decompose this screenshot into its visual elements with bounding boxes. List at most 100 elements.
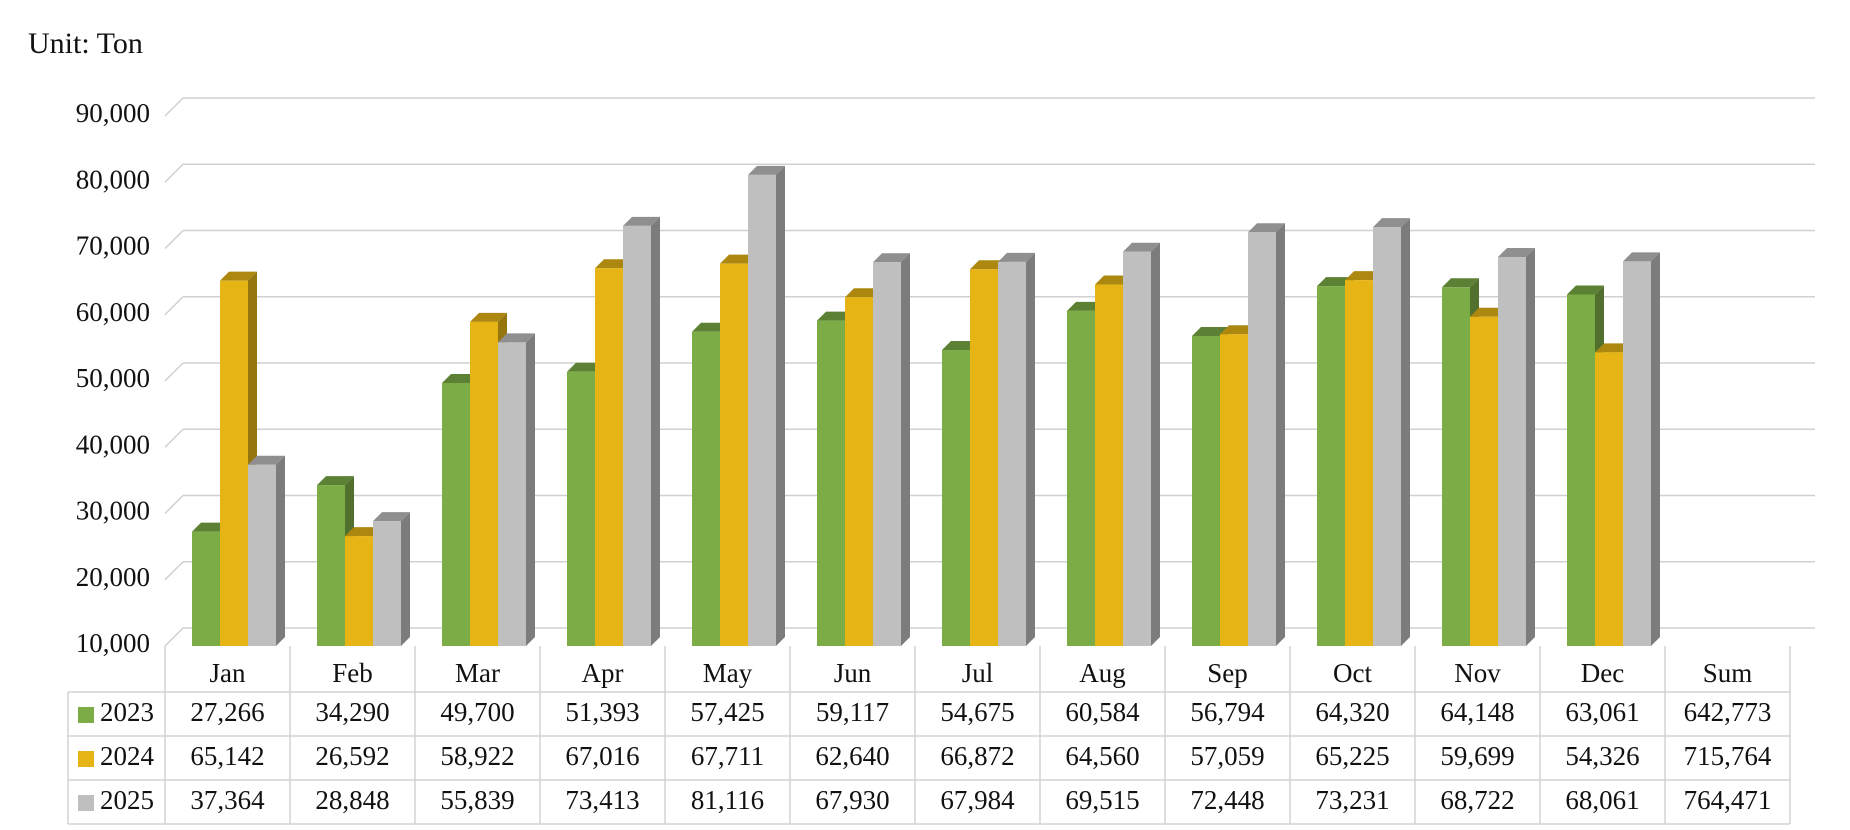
- bar: [1498, 256, 1526, 646]
- bar: [373, 521, 401, 646]
- grid-line: [164, 163, 184, 183]
- bar-top: [1192, 326, 1229, 336]
- bar-top: [720, 254, 757, 264]
- y-tick-label: 50,000: [76, 363, 150, 393]
- grid-line: [164, 362, 184, 382]
- bar: [748, 174, 776, 646]
- bar: [1067, 310, 1095, 646]
- table-cell: 67,711: [691, 741, 764, 771]
- bar-side: [526, 333, 535, 646]
- bar-top: [1248, 223, 1285, 233]
- grid-line: [164, 428, 184, 448]
- table-cell: 59,117: [816, 697, 889, 727]
- bar-side: [901, 253, 910, 646]
- bar: [498, 342, 526, 646]
- y-tick-label: 40,000: [76, 429, 150, 459]
- table-total: 715,764: [1684, 741, 1772, 771]
- bar-side: [1026, 252, 1035, 646]
- grid-line: [164, 494, 184, 515]
- bar: [1595, 352, 1623, 646]
- bar: [442, 382, 470, 646]
- bar: [1317, 286, 1345, 646]
- table-cell: 49,700: [440, 697, 514, 727]
- bar: [567, 371, 595, 646]
- bar-top: [1595, 343, 1632, 353]
- grid-line: [164, 561, 184, 581]
- y-tick-label: 60,000: [76, 297, 150, 327]
- table-cell: 60,584: [1065, 697, 1140, 727]
- bar-top: [595, 259, 632, 269]
- bar-top: [373, 512, 410, 522]
- bar: [998, 261, 1026, 646]
- bar-top: [1623, 252, 1660, 262]
- table-cell: 56,794: [1190, 697, 1265, 727]
- table-cell: 67,930: [815, 785, 889, 815]
- bar: [1248, 232, 1276, 647]
- y-tick-label: 20,000: [76, 562, 150, 592]
- legend-label: 2023: [100, 697, 154, 727]
- bar-top: [498, 333, 535, 343]
- table-cell: 64,320: [1315, 697, 1389, 727]
- y-tick-label: 30,000: [76, 496, 150, 526]
- x-tick-label: Mar: [455, 658, 500, 688]
- bar-side: [1651, 252, 1660, 646]
- bar-top: [845, 288, 882, 298]
- table-cell: 58,922: [440, 741, 514, 771]
- bar-top: [442, 373, 479, 383]
- bar: [317, 485, 345, 646]
- bar: [1345, 280, 1373, 646]
- table-cell: 73,231: [1315, 785, 1389, 815]
- bar-top: [1317, 277, 1354, 287]
- bar-top: [998, 252, 1035, 262]
- bar: [248, 464, 276, 646]
- table-cell: 27,266: [190, 697, 264, 727]
- bar: [845, 297, 873, 646]
- chart-title: Unit: Ton: [28, 27, 143, 60]
- bar-top: [248, 455, 285, 465]
- bar: [1123, 251, 1151, 646]
- bar-top: [692, 322, 729, 332]
- grid-line: [164, 229, 184, 250]
- table-cell: 51,393: [565, 697, 639, 727]
- bar-top: [623, 216, 660, 226]
- bar-top: [1345, 271, 1382, 281]
- bar: [1470, 316, 1498, 646]
- table-cell: 68,061: [1565, 785, 1639, 815]
- bar: [1623, 261, 1651, 646]
- table-cell: 72,448: [1190, 785, 1264, 815]
- table-cell: 64,148: [1440, 697, 1514, 727]
- y-tick-label: 10,000: [76, 628, 150, 658]
- table-cell: 57,425: [690, 697, 764, 727]
- x-tick-label: May: [703, 658, 753, 688]
- bar-top: [748, 165, 785, 175]
- bar-side: [401, 512, 410, 646]
- table-cell: 34,290: [315, 697, 389, 727]
- x-tick-label: Sep: [1207, 658, 1248, 688]
- bar-top: [1067, 301, 1104, 311]
- bar: [623, 225, 651, 647]
- legend-swatch: [78, 751, 94, 767]
- table-cell: 62,640: [815, 741, 889, 771]
- bar-top: [345, 527, 382, 537]
- bar-top: [1470, 307, 1507, 317]
- table-cell: 54,675: [940, 697, 1014, 727]
- table-cell: 81,116: [691, 785, 764, 815]
- table-cell: 73,413: [565, 785, 639, 815]
- grid-line: [164, 97, 184, 117]
- x-tick-label: Jun: [834, 658, 872, 688]
- bar-top: [220, 271, 257, 281]
- bar-top: [1095, 275, 1132, 285]
- bar-side: [1151, 242, 1160, 646]
- table-total: 642,773: [1684, 697, 1772, 727]
- bar-top: [1373, 218, 1410, 228]
- bar-side: [776, 165, 785, 646]
- bar-side: [1401, 218, 1410, 647]
- table-cell: 64,560: [1065, 741, 1139, 771]
- bar: [873, 262, 901, 646]
- legend-swatch: [78, 795, 94, 811]
- bar: [1442, 287, 1470, 646]
- legend-label: 2024: [100, 741, 155, 771]
- x-tick-label: Oct: [1333, 658, 1372, 688]
